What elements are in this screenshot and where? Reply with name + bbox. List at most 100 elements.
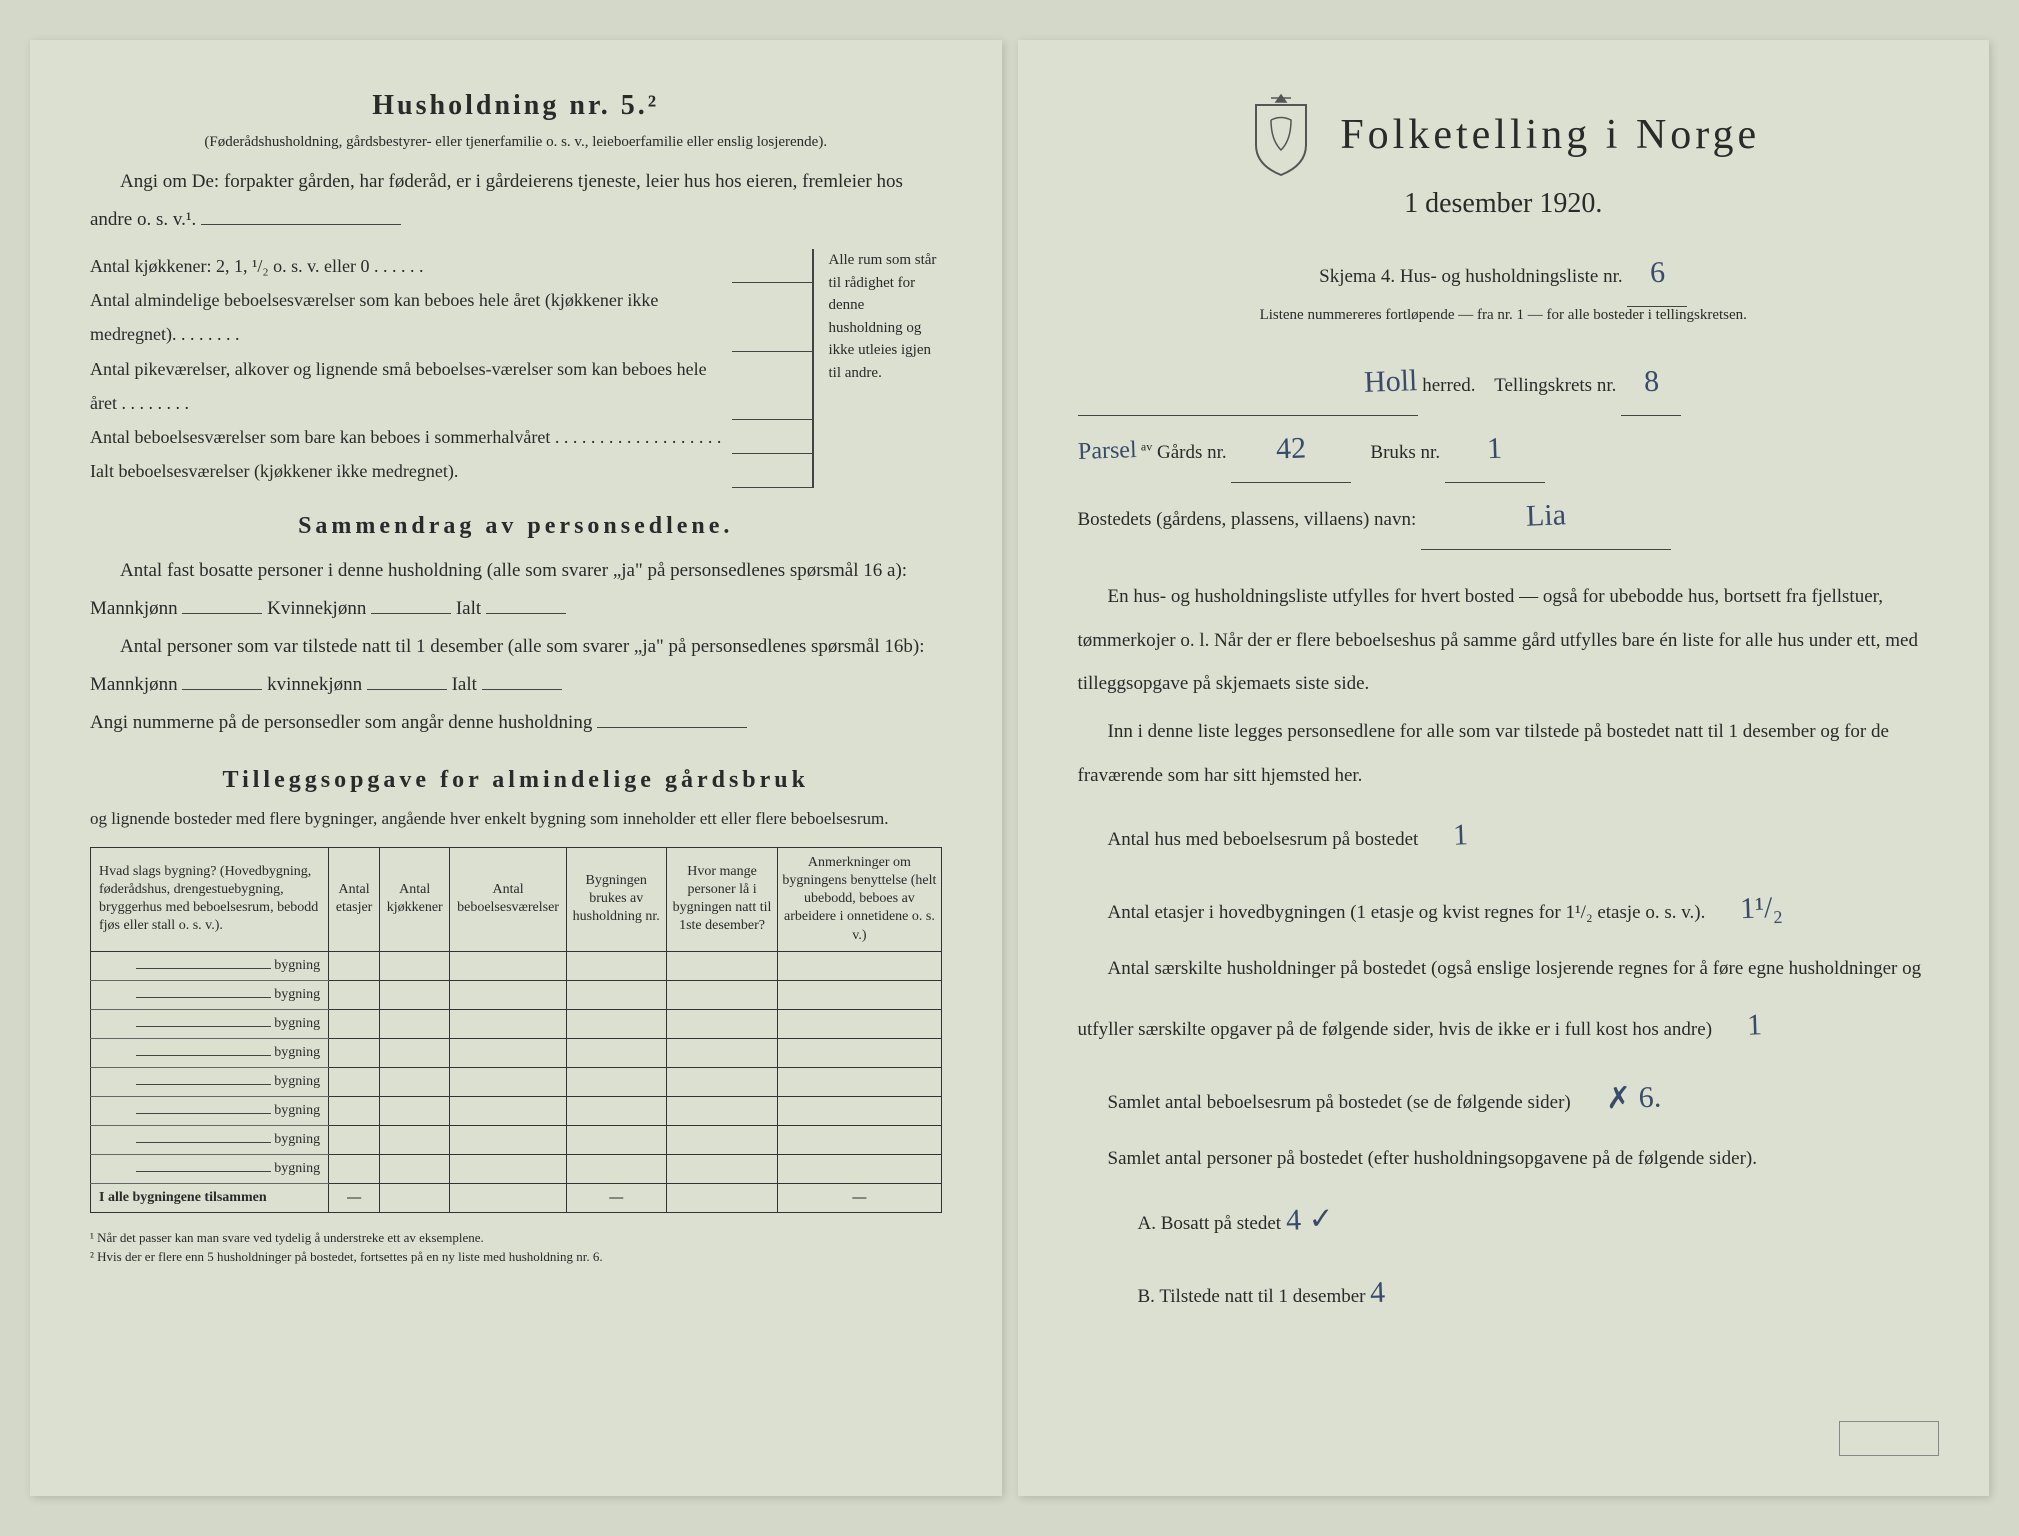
gards-value: 42 (1275, 415, 1307, 482)
herred-field[interactable]: Holl (1078, 349, 1418, 416)
table-cell[interactable] (778, 1125, 941, 1154)
liste-note: Listene nummereres fortløpende — fra nr.… (1078, 307, 1930, 324)
table-cell[interactable] (666, 1154, 778, 1183)
bygning-cell[interactable]: bygning (91, 1067, 329, 1096)
bygning-cell[interactable]: bygning (91, 1009, 329, 1038)
table-cell[interactable] (329, 1125, 380, 1154)
table-cell[interactable] (666, 951, 778, 980)
q1-label: Antal hus med beboelsesrum på bostedet (1108, 829, 1419, 850)
table-cell[interactable] (380, 951, 450, 980)
table-cell[interactable] (380, 1067, 450, 1096)
table-cell[interactable] (450, 951, 566, 980)
bygning-cell[interactable]: bygning (91, 1096, 329, 1125)
table-cell[interactable] (450, 1067, 566, 1096)
table-cell[interactable] (666, 1125, 778, 1154)
table-cell[interactable] (778, 1067, 941, 1096)
table-cell[interactable] (380, 1154, 450, 1183)
table-cell[interactable] (380, 980, 450, 1009)
table-cell[interactable] (450, 1096, 566, 1125)
table-cell[interactable] (380, 1038, 450, 1067)
table-cell[interactable] (778, 951, 941, 980)
brace-val-2[interactable] (732, 420, 812, 454)
footnotes: ¹ Når det passer kan man svare ved tydel… (90, 1228, 942, 1267)
q3-field[interactable]: 1 (1717, 1019, 1762, 1040)
table-cell[interactable] (566, 1096, 666, 1125)
table-cell[interactable] (380, 1009, 450, 1038)
intro-span: Angi om De: forpakter gården, har føderå… (90, 171, 903, 230)
total-cell[interactable] (380, 1183, 450, 1212)
table-cell[interactable] (566, 980, 666, 1009)
ialt-fill-2[interactable] (482, 689, 562, 690)
bygning-cell[interactable]: bygning (91, 980, 329, 1009)
brace-val-1[interactable] (732, 352, 812, 420)
table-cell[interactable] (666, 1038, 778, 1067)
gards-field[interactable]: 42 (1231, 416, 1351, 483)
kitchen-value[interactable] (732, 249, 812, 283)
table-cell[interactable] (566, 951, 666, 980)
table-cell[interactable] (329, 1038, 380, 1067)
brace-val-0[interactable] (732, 283, 812, 351)
q4-field[interactable]: ✗ 6. (1576, 1092, 1661, 1113)
table-cell[interactable] (329, 951, 380, 980)
ialt-fill-1[interactable] (486, 613, 566, 614)
table-row: bygning (91, 1067, 942, 1096)
table-cell[interactable] (778, 1009, 941, 1038)
table-cell[interactable] (778, 980, 941, 1009)
right-page: Folketelling i Norge 1 desember 1920. Sk… (1018, 40, 1990, 1496)
nummer-fill[interactable] (597, 727, 747, 728)
table-cell[interactable] (778, 1154, 941, 1183)
table-cell[interactable] (778, 1096, 941, 1125)
total-cell[interactable] (666, 1183, 778, 1212)
brace-val-3[interactable] (732, 454, 812, 488)
skjema-nr-field[interactable]: 6 (1627, 240, 1687, 307)
brace-row-3: Ialt beboelsesværelser (kjøkkener ikke m… (90, 454, 812, 488)
table-cell[interactable] (329, 1009, 380, 1038)
table-cell[interactable] (450, 1038, 566, 1067)
table-cell[interactable] (566, 1154, 666, 1183)
bygning-cell[interactable]: bygning (91, 1154, 329, 1183)
bygning-cell[interactable]: bygning (91, 1038, 329, 1067)
table-cell[interactable] (566, 1067, 666, 1096)
total-cell[interactable] (450, 1183, 566, 1212)
kvinne-fill-2[interactable] (367, 689, 447, 690)
table-cell[interactable] (329, 980, 380, 1009)
telling-field[interactable]: 8 (1621, 349, 1681, 416)
table-cell[interactable] (666, 1009, 778, 1038)
q1-field[interactable]: 1 (1423, 829, 1468, 850)
table-cell[interactable] (450, 1154, 566, 1183)
q2-field[interactable]: 1¹/₂ (1710, 902, 1783, 923)
mann-fill-2[interactable] (182, 689, 262, 690)
herred-label: herred. (1422, 375, 1475, 396)
table-cell[interactable] (566, 1009, 666, 1038)
table-cell[interactable] (666, 1096, 778, 1125)
gards-line: Parsel av Gårds nr. 42 Bruks nr. 1 (1078, 416, 1930, 483)
table-cell[interactable] (329, 1096, 380, 1125)
table-cell[interactable] (450, 1125, 566, 1154)
intro-fill[interactable] (201, 224, 401, 225)
title-block: Folketelling i Norge 1 desember 1920. (1078, 90, 1930, 220)
table-cell[interactable] (380, 1125, 450, 1154)
table-cell[interactable] (566, 1125, 666, 1154)
kvinne-fill-1[interactable] (371, 613, 451, 614)
mann-fill-1[interactable] (182, 613, 262, 614)
table-cell[interactable] (666, 980, 778, 1009)
table-cell[interactable] (329, 1154, 380, 1183)
table-cell[interactable] (778, 1038, 941, 1067)
q5b-field[interactable]: 4 (1370, 1286, 1385, 1307)
table-cell[interactable] (566, 1038, 666, 1067)
table-cell[interactable] (450, 980, 566, 1009)
q3-value: 1 (1716, 990, 1763, 1061)
herred-line: Holl herred. Tellingskrets nr. 8 (1078, 349, 1930, 416)
table-cell[interactable] (380, 1096, 450, 1125)
table-cell[interactable] (450, 1009, 566, 1038)
table-cell[interactable] (329, 1067, 380, 1096)
table-body: bygning bygning bygning bygning bygning … (91, 951, 942, 1212)
para2: Inn i denne liste legges personsedlene f… (1078, 710, 1930, 797)
bosted-field[interactable]: Lia (1421, 483, 1671, 550)
th-4: Bygningen brukes av husholdning nr. (566, 847, 666, 951)
q5a-field[interactable]: 4 ✓ (1286, 1213, 1334, 1234)
table-cell[interactable] (666, 1067, 778, 1096)
bruks-field[interactable]: 1 (1445, 416, 1545, 483)
bygning-cell[interactable]: bygning (91, 1125, 329, 1154)
bygning-cell[interactable]: bygning (91, 951, 329, 980)
